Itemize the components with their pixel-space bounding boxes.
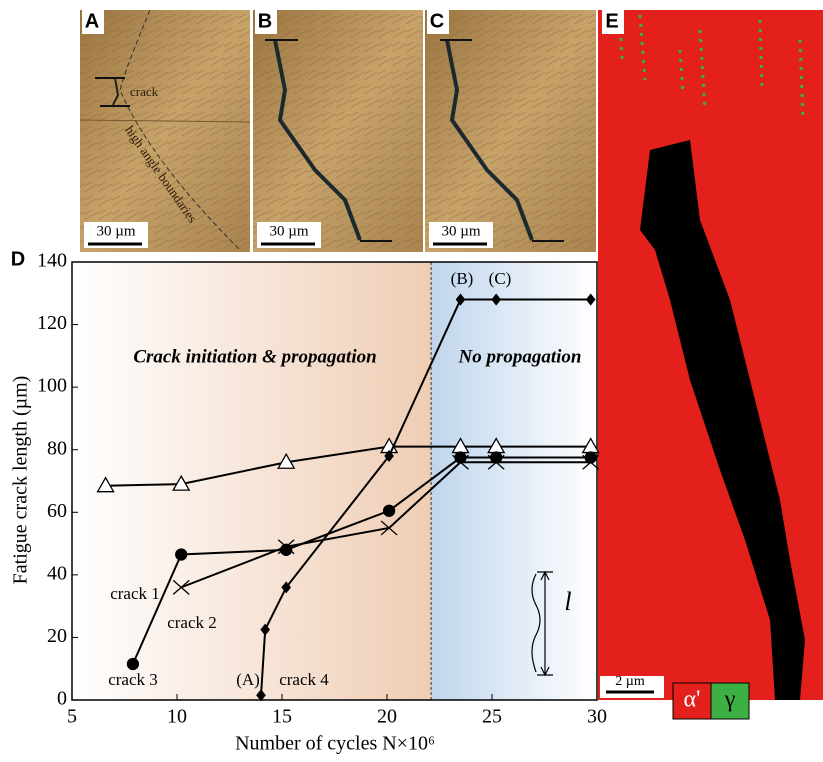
- marker: [382, 504, 396, 517]
- marker: [175, 548, 188, 561]
- marker: [280, 543, 293, 556]
- marker: [277, 452, 296, 469]
- y-tick-label: 40: [47, 562, 67, 584]
- marker: [281, 581, 292, 594]
- phase-label: γ: [724, 687, 736, 713]
- y-tick-label: 20: [47, 625, 67, 647]
- panel-label-box: [255, 10, 277, 34]
- y-tick-label: 140: [37, 250, 67, 272]
- annotation: l: [564, 587, 571, 616]
- micrograph-a: [79, 9, 251, 252]
- micrograph-c: [425, 10, 596, 252]
- series-label: crack 4: [279, 670, 329, 689]
- panel-label: E: [605, 10, 618, 32]
- region-background: [72, 262, 432, 700]
- y-tick-label: 80: [47, 437, 67, 459]
- marker: [96, 476, 115, 493]
- marker: [260, 623, 271, 636]
- x-tick-label: 5: [67, 706, 77, 728]
- marker: [454, 451, 467, 464]
- x-axis-title: Number of cycles N×10⁶: [235, 733, 435, 755]
- x-tick-label: 10: [167, 706, 187, 728]
- panel-label: C: [430, 10, 444, 32]
- y-tick-label: 120: [37, 312, 67, 334]
- micrograph-b: [253, 10, 423, 252]
- y-tick-label: 100: [37, 375, 67, 397]
- scale-bar-label: 2 µm: [615, 674, 645, 689]
- panel-label-box: [602, 10, 624, 34]
- plot-frame: [71, 261, 598, 701]
- phase-label: α': [684, 687, 701, 713]
- marker: [256, 689, 266, 702]
- x-tick-label: 20: [377, 706, 397, 728]
- marker: [491, 293, 502, 306]
- length-symbol: [531, 570, 553, 677]
- marker: [455, 293, 466, 306]
- series-label: crack 2: [167, 613, 217, 632]
- x-tick-label: 25: [482, 706, 502, 728]
- series-label: crack 3: [108, 670, 158, 689]
- annotation: (A): [236, 670, 260, 689]
- panel-label: D: [11, 248, 25, 270]
- micrograph-note: crack: [130, 84, 159, 99]
- annotation: (C): [489, 269, 512, 288]
- region-label: Crack initiation & propagation: [133, 346, 376, 367]
- marker: [384, 449, 394, 463]
- scale-bar-label: 30 µm: [96, 223, 135, 239]
- x-tick-label: 15: [272, 706, 292, 728]
- y-tick-label: 0: [57, 688, 67, 710]
- scale-bar-label: 30 µm: [269, 223, 308, 239]
- series-line: [180, 461, 591, 589]
- series-label: crack 1: [110, 584, 160, 603]
- panel-label: A: [85, 10, 99, 32]
- marker: [172, 474, 191, 491]
- marker: [584, 451, 597, 464]
- marker: [172, 579, 190, 595]
- marker: [126, 657, 140, 671]
- region-label: No propagation: [458, 346, 582, 367]
- marker: [490, 451, 503, 464]
- phase-map-e: [598, 10, 823, 720]
- panel-label: B: [258, 10, 272, 32]
- y-axis-title: Fatigue crack length (µm): [10, 376, 32, 585]
- y-tick-label: 60: [47, 500, 67, 522]
- marker: [380, 520, 398, 536]
- scale-bar-label: 30 µm: [441, 223, 480, 239]
- panel-label-box: [427, 10, 449, 34]
- panel-label-box: [82, 10, 104, 34]
- annotation: (B): [451, 269, 474, 288]
- x-tick-label: 30: [587, 706, 607, 728]
- region-background: [431, 262, 597, 700]
- marker: [585, 293, 596, 306]
